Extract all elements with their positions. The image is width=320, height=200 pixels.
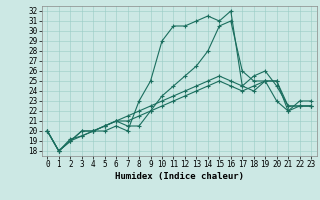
X-axis label: Humidex (Indice chaleur): Humidex (Indice chaleur) [115, 172, 244, 181]
